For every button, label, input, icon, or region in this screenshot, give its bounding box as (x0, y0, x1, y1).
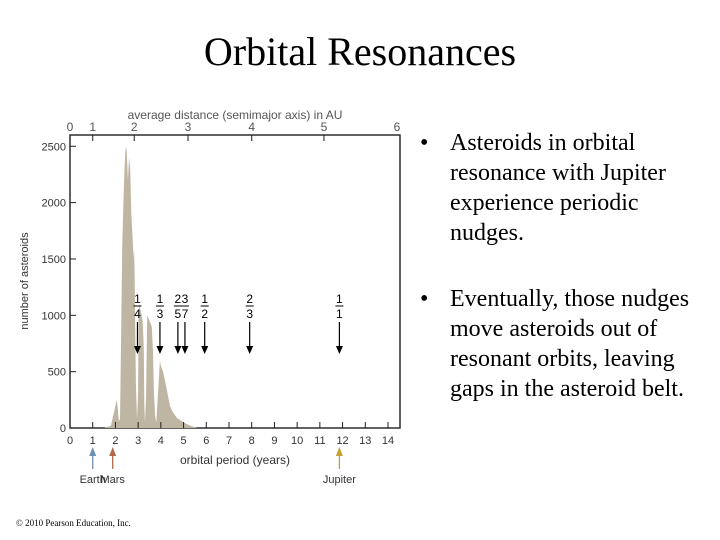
top-tick-label: 6 (394, 120, 401, 134)
resonance-marker: 13 (155, 292, 164, 354)
x-tick-label: 6 (203, 435, 209, 447)
resonance-numerator: 3 (182, 292, 189, 306)
top-tick-label: 4 (248, 120, 255, 134)
x-tick-label: 14 (382, 435, 394, 447)
x-tick-label: 2 (112, 435, 118, 447)
y-tick-label: 2000 (42, 198, 66, 210)
y-axis-label: number of asteroids (19, 232, 31, 330)
resonance-arrow-head (181, 346, 189, 354)
resonance-numerator: 2 (246, 292, 253, 306)
planet-marker: Mars (100, 447, 125, 486)
y-tick-label: 2500 (42, 141, 66, 153)
plot-frame (69, 134, 401, 429)
x-tick-label: 7 (226, 435, 232, 447)
resonance-denominator: 1 (336, 307, 343, 321)
bullet-item: • Eventually, those nudges move asteroid… (420, 284, 710, 404)
x-tick-label: 9 (271, 435, 277, 447)
resonance-denominator: 2 (201, 307, 208, 321)
resonance-numerator: 1 (336, 292, 343, 306)
copyright-notice: © 2010 Pearson Education, Inc. (16, 518, 131, 528)
resonance-marker: 12 (200, 292, 209, 354)
top-tick-label: 3 (185, 120, 192, 134)
top-tick-label: 5 (321, 120, 328, 134)
planet-label: Jupiter (323, 474, 356, 486)
resonance-denominator: 4 (134, 307, 141, 321)
slide-title: Orbital Resonances (203, 29, 517, 74)
x-tick-label: 10 (291, 435, 303, 447)
resonance-marker: 23 (245, 292, 254, 354)
x-axis-label: orbital period (years) (180, 453, 290, 467)
planet-label: Earth (80, 474, 106, 486)
planet-label: Mars (100, 474, 125, 486)
bullet-item: • Asteroids in orbital resonance with Ju… (420, 128, 710, 248)
x-tick-label: 4 (158, 435, 164, 447)
top-tick-label: 1 (89, 120, 96, 134)
y-tick-label: 1500 (42, 254, 66, 266)
resonance-marker: 37 (180, 292, 189, 354)
resonance-denominator: 7 (182, 307, 189, 321)
x-tick-label: 8 (249, 435, 255, 447)
resonance-numerator: 1 (157, 292, 164, 306)
y-tick-label: 0 (60, 423, 66, 435)
resonance-marker: 14 (133, 292, 142, 354)
bullet-list: • Asteroids in orbital resonance with Ju… (420, 128, 710, 404)
resonance-denominator: 3 (246, 307, 253, 321)
resonance-arrow-head (174, 346, 182, 354)
x-tick-label: 0 (67, 435, 73, 447)
resonance-denominator: 5 (175, 307, 182, 321)
bullet-marker: • (420, 286, 429, 312)
resonance-marker: 25 (173, 292, 182, 354)
bullet-text: Eventually, those nudges move asteroids … (450, 286, 690, 402)
planet-arrow-head (335, 447, 343, 456)
x-tick-label: 5 (181, 435, 187, 447)
resonance-arrow-head (201, 346, 209, 354)
resonance-numerator: 1 (201, 292, 208, 306)
resonance-denominator: 3 (157, 307, 164, 321)
planet-arrow-head (89, 447, 97, 456)
y-tick-label: 500 (48, 367, 66, 379)
resonance-arrow-head (246, 346, 254, 354)
y-tick-label: 1000 (42, 310, 66, 322)
resonance-numerator: 1 (134, 292, 141, 306)
x-tick-label: 3 (135, 435, 141, 447)
top-tick-label: 0 (67, 120, 74, 134)
x-tick-label: 11 (314, 435, 325, 447)
resonance-arrow-head (133, 346, 141, 354)
asteroid-distribution-area (104, 146, 198, 429)
x-tick-label: 12 (336, 435, 348, 447)
x-tick-label: 13 (359, 435, 371, 447)
top-tick-label: 2 (131, 120, 138, 134)
resonance-arrow-head (335, 346, 343, 354)
bullet-text: Asteroids in orbital resonance with Jupi… (450, 130, 666, 246)
planet-marker: Jupiter (323, 447, 356, 486)
bullet-marker: • (420, 130, 429, 156)
planet-arrow-head (109, 447, 117, 456)
resonance-arrow-head (156, 346, 164, 354)
resonance-numerator: 2 (175, 292, 182, 306)
top-axis-label: average distance (semimajor axis) in AU (128, 108, 343, 122)
resonance-marker: 11 (335, 292, 344, 354)
x-tick-label: 1 (90, 435, 96, 447)
planet-marker: Earth (80, 447, 106, 486)
